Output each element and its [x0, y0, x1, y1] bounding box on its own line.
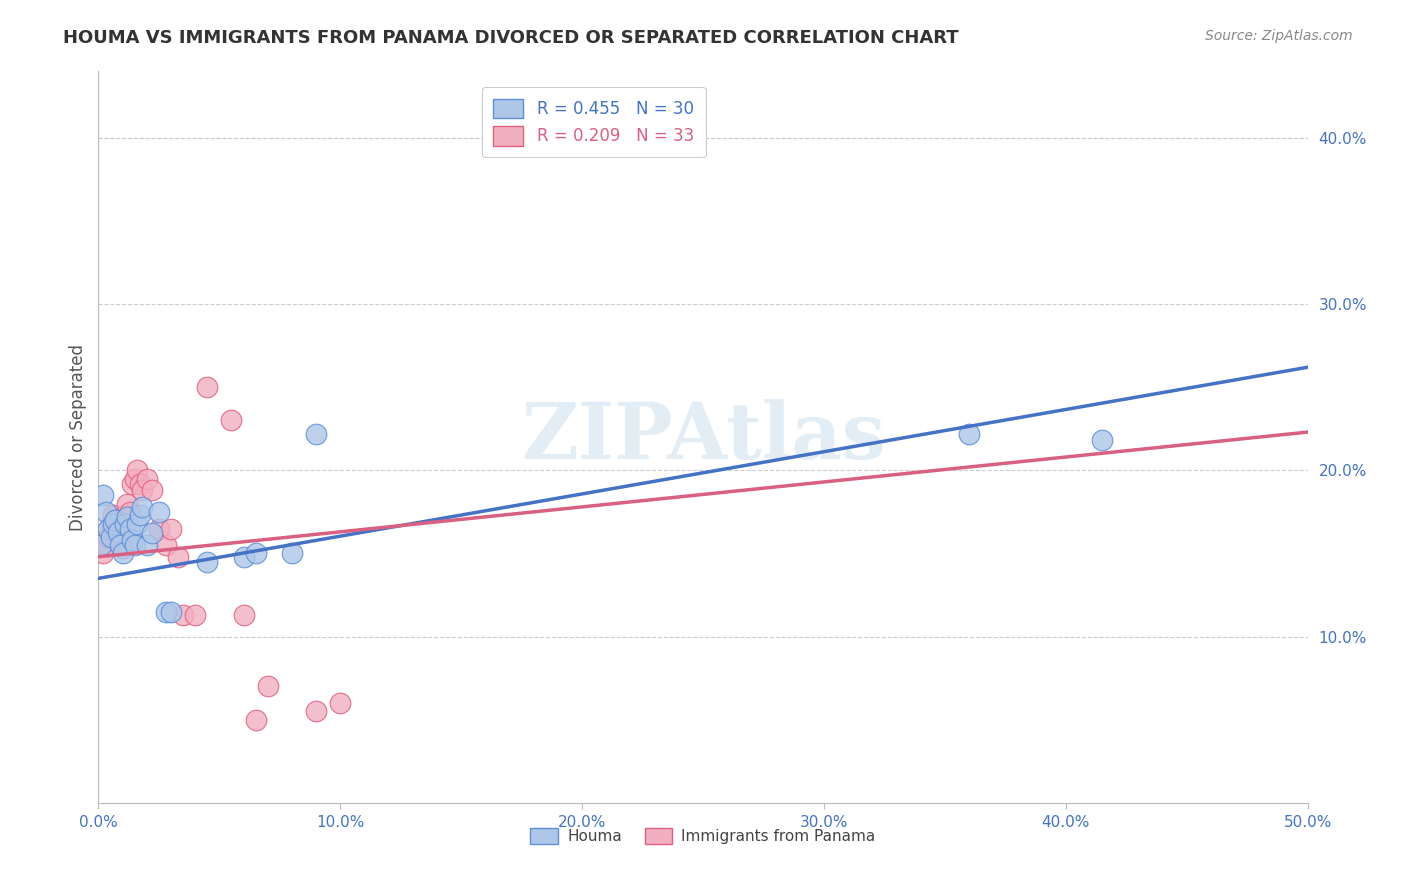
Point — [124, 472, 146, 486]
Point — [160, 521, 183, 535]
Point — [108, 538, 131, 552]
Point — [232, 607, 254, 622]
Point — [1091, 434, 1114, 448]
Point — [281, 546, 304, 560]
Point — [100, 530, 122, 544]
Point — [155, 605, 177, 619]
Point — [121, 476, 143, 491]
Point — [90, 538, 112, 552]
Y-axis label: Divorced or Separated: Divorced or Separated — [69, 343, 87, 531]
Point — [101, 516, 124, 531]
Point — [117, 509, 139, 524]
Point — [91, 488, 114, 502]
Point — [97, 530, 120, 544]
Point — [141, 483, 163, 498]
Point — [108, 533, 131, 548]
Point — [245, 546, 267, 560]
Point — [107, 524, 129, 539]
Point — [114, 508, 136, 523]
Text: Source: ZipAtlas.com: Source: ZipAtlas.com — [1205, 29, 1353, 43]
Point — [118, 505, 141, 519]
Point — [127, 516, 149, 531]
Point — [957, 426, 980, 441]
Point — [135, 472, 157, 486]
Point — [128, 476, 150, 491]
Point — [141, 526, 163, 541]
Point — [131, 500, 153, 514]
Point — [94, 538, 117, 552]
Point — [104, 513, 127, 527]
Point — [114, 516, 136, 531]
Point — [128, 508, 150, 523]
Point — [97, 521, 120, 535]
Point — [111, 546, 134, 560]
Point — [90, 538, 112, 552]
Point — [221, 413, 243, 427]
Point — [135, 538, 157, 552]
Point — [101, 508, 124, 523]
Point — [329, 696, 352, 710]
Point — [172, 607, 194, 622]
Point — [305, 426, 328, 441]
Point — [111, 541, 134, 556]
Text: ZIPAtlas: ZIPAtlas — [520, 399, 886, 475]
Point — [195, 555, 218, 569]
Point — [155, 538, 177, 552]
Point — [167, 549, 190, 564]
Point — [131, 483, 153, 498]
Point — [124, 538, 146, 552]
Point — [160, 605, 183, 619]
Point — [91, 546, 114, 560]
Point — [118, 521, 141, 535]
Point — [245, 713, 267, 727]
Point — [148, 505, 170, 519]
Point — [121, 533, 143, 548]
Point — [305, 705, 328, 719]
Point — [94, 505, 117, 519]
Point — [148, 521, 170, 535]
Point — [104, 513, 127, 527]
Point — [195, 380, 218, 394]
Point — [256, 680, 278, 694]
Point — [100, 516, 122, 531]
Point — [184, 607, 207, 622]
Point — [117, 497, 139, 511]
Text: HOUMA VS IMMIGRANTS FROM PANAMA DIVORCED OR SEPARATED CORRELATION CHART: HOUMA VS IMMIGRANTS FROM PANAMA DIVORCED… — [63, 29, 959, 46]
Legend: Houma, Immigrants from Panama: Houma, Immigrants from Panama — [524, 822, 882, 850]
Point — [127, 463, 149, 477]
Point — [232, 549, 254, 564]
Point — [107, 526, 129, 541]
